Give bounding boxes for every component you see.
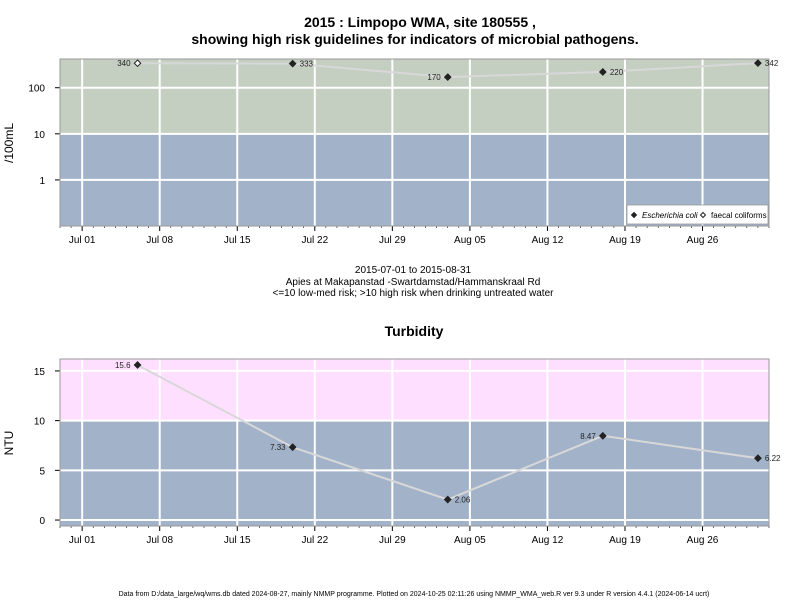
data-point-marker bbox=[288, 59, 297, 68]
x-tick-label: Jul 15 bbox=[224, 535, 251, 546]
date-range-caption: 2015-07-01 to 2015-08-31 bbox=[355, 265, 472, 276]
turbidity-panel: Jul 01 Jul 08 Jul 15 Jul 22 Jul 29 Aug 05 Aug … bbox=[34, 358, 781, 546]
data-point-marker bbox=[288, 443, 297, 452]
legend-faecal-label: faecal coliforms bbox=[711, 211, 767, 220]
x-tick-label: Aug 19 bbox=[609, 535, 641, 546]
risk-note-caption: <=10 low-med risk; >10 high risk when dr… bbox=[273, 288, 555, 299]
data-point-label: 340 bbox=[117, 59, 131, 68]
x-tick-label: Jul 29 bbox=[379, 235, 406, 246]
x-tick-label: Jul 22 bbox=[301, 535, 328, 546]
data-point-label: 6.22 bbox=[765, 454, 781, 463]
low-risk-band bbox=[60, 420, 769, 526]
data-point-label: 7.33 bbox=[270, 443, 286, 452]
turbidity-title: Turbidity bbox=[385, 323, 444, 339]
high-risk-band bbox=[60, 359, 769, 421]
x-tick-label: Aug 19 bbox=[609, 235, 641, 246]
x-tick-label: Jul 08 bbox=[146, 235, 173, 246]
legend-ecoli-label: Escherichia coli bbox=[642, 211, 698, 220]
data-source-footer: Data from D:/data_large/wq/wms.db dated … bbox=[119, 591, 710, 598]
y-tick-label: 0 bbox=[39, 516, 45, 527]
x-tick-label: Aug 05 bbox=[454, 535, 486, 546]
data-point-marker bbox=[443, 495, 452, 504]
data-point-label: 170 bbox=[427, 73, 441, 82]
plot-frame bbox=[59, 358, 770, 527]
data-point-label: 8.47 bbox=[580, 432, 596, 441]
x-tick-label: Aug 05 bbox=[454, 235, 486, 246]
x-tick-label: Jul 01 bbox=[69, 235, 96, 246]
legend-faecal-marker bbox=[699, 211, 707, 219]
data-point-label: 15.6 bbox=[115, 361, 131, 370]
x-tick-label: Aug 12 bbox=[532, 235, 564, 246]
y-tick-label: 100 bbox=[28, 84, 45, 95]
high-risk-band bbox=[60, 59, 769, 134]
x-tick-label: Jul 15 bbox=[224, 235, 251, 246]
legend-ecoli-marker bbox=[630, 211, 638, 219]
y-tick-label: 1 bbox=[39, 176, 45, 187]
turbidity-y-axis-label: NTU bbox=[2, 431, 16, 456]
data-point-label: 2.06 bbox=[455, 496, 471, 505]
x-tick-label: Aug 12 bbox=[532, 535, 564, 546]
x-tick-label: Jul 29 bbox=[379, 535, 406, 546]
data-point-marker bbox=[598, 68, 607, 76]
data-point-label: 220 bbox=[610, 68, 624, 77]
chart-title-line2: showing high risk guidelines for indicat… bbox=[191, 31, 638, 47]
site-caption: Apies at Makapanstad -Swartdamstad/Hamma… bbox=[286, 277, 541, 288]
x-tick-label: Jul 22 bbox=[301, 235, 328, 246]
x-tick-label: Jul 08 bbox=[146, 535, 173, 546]
y-tick-label: 5 bbox=[39, 466, 45, 477]
chart-title-line1: 2015 : Limpopo WMA, site 180555 , bbox=[304, 14, 536, 30]
legend: Escherichia coli faecal coliforms bbox=[626, 204, 769, 225]
data-point-marker bbox=[133, 361, 142, 369]
y-tick-label: 10 bbox=[34, 417, 46, 428]
legend-box bbox=[626, 204, 769, 225]
data-point-marker bbox=[754, 454, 762, 463]
data-point-marker bbox=[598, 431, 607, 440]
y-tick-label: 15 bbox=[34, 367, 46, 378]
data-point-label: 333 bbox=[300, 60, 314, 69]
microbial-panel: Jul 01 Jul 08 Jul 15 Jul 22 Jul 29 Aug 05 Aug … bbox=[28, 58, 779, 246]
y-tick-label: 10 bbox=[34, 130, 46, 141]
data-point-marker bbox=[754, 59, 762, 68]
x-tick-label: Jul 01 bbox=[69, 535, 96, 546]
data-point-label: 342 bbox=[765, 59, 779, 68]
data-point-marker bbox=[443, 73, 452, 82]
x-tick-label: Aug 26 bbox=[687, 235, 719, 246]
plot-frame bbox=[59, 58, 770, 227]
microbial-y-axis-label: /100mL bbox=[2, 123, 16, 163]
data-point-marker bbox=[133, 59, 142, 68]
x-tick-label: Aug 26 bbox=[687, 535, 719, 546]
